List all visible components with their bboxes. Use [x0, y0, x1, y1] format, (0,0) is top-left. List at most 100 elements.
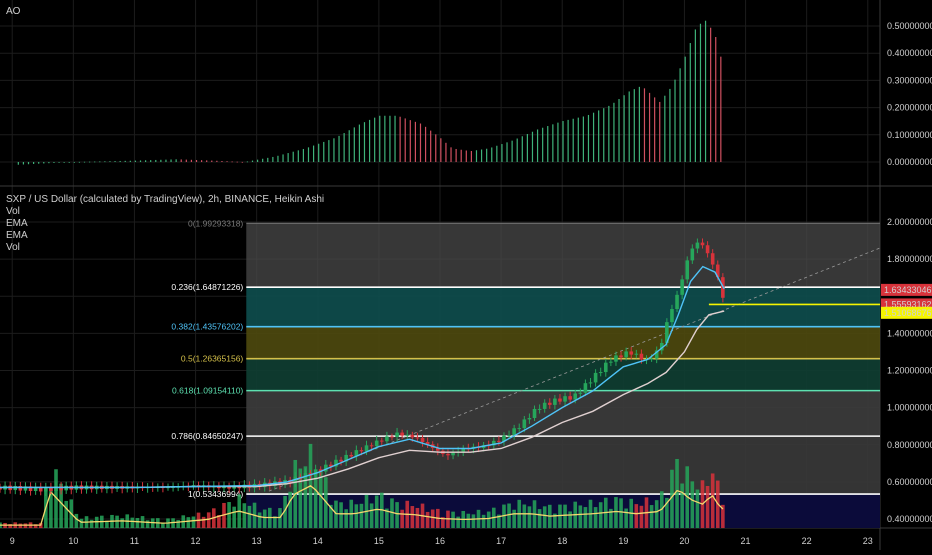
- candle-body: [425, 442, 430, 445]
- candle-body: [675, 294, 679, 310]
- volume-bar: [497, 514, 501, 528]
- candle-body: [410, 434, 415, 438]
- ao-bar: [338, 135, 340, 162]
- ao-bar: [424, 126, 427, 162]
- volume-bar: [522, 504, 527, 528]
- volume-bar: [649, 505, 654, 528]
- candle-body: [603, 362, 608, 373]
- candle-body: [700, 242, 705, 246]
- ao-bar: [547, 126, 549, 162]
- ao-bar: [267, 157, 269, 162]
- ao-bar: [557, 122, 559, 162]
- volume-bar: [466, 513, 471, 528]
- candle-body: [33, 486, 38, 492]
- ao-bar: [348, 130, 350, 162]
- candle-body: [400, 432, 404, 436]
- candle-body: [435, 447, 440, 451]
- ao-bar: [608, 105, 610, 162]
- ao-axis-label: 0.00000000: [887, 157, 932, 167]
- volume-bar: [441, 517, 445, 528]
- fib-label: 0.618(1.09154110): [172, 386, 243, 396]
- volume-bar: [354, 504, 359, 528]
- volume-bar: [563, 504, 567, 528]
- volume-bar: [105, 520, 109, 528]
- volume-bar: [583, 507, 588, 528]
- ao-bar: [241, 161, 243, 163]
- fib-label: 1(0.53436994): [188, 489, 243, 499]
- candle-body: [690, 248, 695, 261]
- ao-bar: [623, 95, 625, 162]
- main-chart-title: SXP / US Dollar (calculated by TradingVi…: [6, 194, 325, 205]
- ao-bar: [63, 162, 65, 163]
- candle-body: [334, 459, 338, 467]
- legend-ema-1: EMA: [6, 218, 28, 229]
- ao-bar: [139, 160, 142, 162]
- volume-bar: [89, 519, 94, 528]
- candle-body: [670, 309, 674, 323]
- candle-body: [588, 382, 593, 384]
- ao-bar: [455, 148, 457, 162]
- candle-body: [629, 351, 634, 355]
- ao-bar: [562, 121, 564, 162]
- ao-bar: [190, 159, 193, 162]
- ema-fast-line: [0, 265, 725, 489]
- ao-bar: [94, 161, 96, 163]
- volume-ma-line: [0, 485, 724, 526]
- volume-bar: [395, 502, 399, 528]
- candle-body: [420, 437, 425, 443]
- ao-bar: [292, 151, 294, 162]
- ao-bar: [710, 27, 712, 163]
- ao-bar: [633, 89, 635, 162]
- volume-bar: [639, 505, 644, 528]
- volume-bar: [273, 516, 277, 528]
- volume-bar: [94, 516, 99, 528]
- ao-bar: [689, 43, 691, 162]
- volume-bar: [130, 517, 135, 528]
- ao-axis-label: 0.10000000: [887, 130, 932, 140]
- candle-body: [537, 408, 542, 410]
- ao-bar: [654, 97, 656, 162]
- ao-bar: [312, 145, 315, 162]
- candle-body: [527, 417, 532, 420]
- fib-zone-0-236: [246, 223, 880, 288]
- price-axis-label: 1.20000000: [887, 366, 932, 376]
- ao-bar: [58, 162, 60, 163]
- candle-body: [323, 464, 328, 472]
- ao-bar: [704, 20, 707, 162]
- volume-bar: [578, 505, 583, 528]
- candle-body: [542, 402, 547, 409]
- volume-bar: [537, 509, 542, 528]
- ao-bar: [669, 88, 671, 162]
- ao-bar: [277, 155, 279, 162]
- volume-bar: [425, 511, 430, 528]
- date-axis-label: 22: [802, 536, 812, 546]
- ao-bar: [180, 159, 182, 162]
- candle-body: [54, 486, 58, 492]
- candle-body: [364, 445, 369, 452]
- ao-bar: [302, 148, 305, 162]
- ao-bar: [684, 56, 686, 162]
- volume-bar: [161, 522, 165, 528]
- ao-bar: [114, 161, 116, 162]
- volume-bar: [690, 481, 695, 528]
- ao-bar: [414, 121, 416, 162]
- volume-bar: [79, 518, 84, 528]
- volume-bar: [527, 506, 532, 528]
- volume-bar: [568, 511, 572, 528]
- candle-body: [715, 264, 720, 278]
- ao-bar: [659, 101, 661, 162]
- volume-bar: [400, 509, 404, 528]
- date-axis-label: 12: [191, 536, 201, 546]
- ao-bar: [699, 23, 702, 162]
- legend-vol-2: Vol: [6, 242, 20, 253]
- candle-body: [665, 322, 669, 343]
- date-axis-label: 17: [496, 536, 506, 546]
- ao-bar: [664, 95, 666, 162]
- ao-bar: [389, 115, 391, 162]
- ao-bar: [211, 160, 213, 162]
- volume-bar: [609, 508, 613, 528]
- volume-bar: [359, 503, 364, 528]
- volume-bar: [227, 502, 231, 528]
- ao-bar: [531, 131, 534, 162]
